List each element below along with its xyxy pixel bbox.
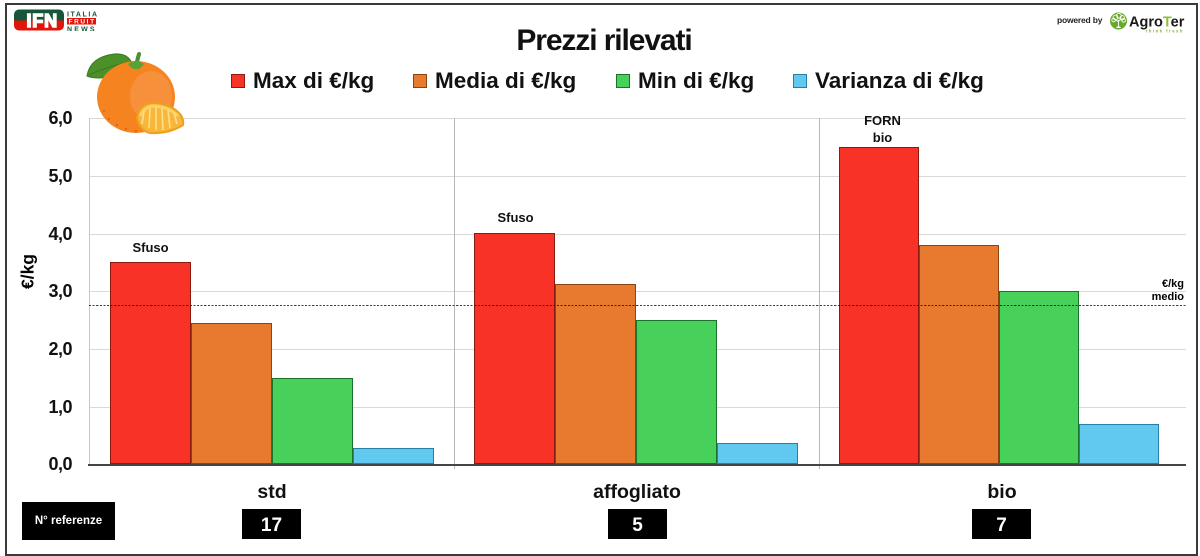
svg-text:NEWS: NEWS [67, 27, 97, 32]
svg-text:AgroTer: AgroTer [1129, 15, 1185, 31]
svg-text:think fresh: think fresh [1146, 29, 1184, 34]
svg-text:IFN: IFN [27, 11, 58, 31]
svg-text:FRUIT: FRUIT [69, 19, 96, 26]
svg-text:ITALIA: ITALIA [67, 12, 99, 19]
